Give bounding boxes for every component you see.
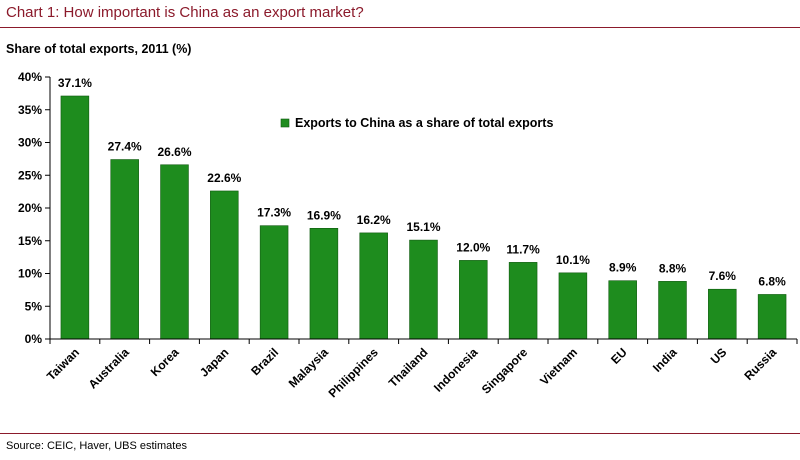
x-tick-label: Indonesia [431,345,481,395]
y-axis-label: Share of total exports, 2011 (%) [6,42,192,56]
x-tick-label: Singapore [479,345,531,397]
top-divider [0,27,800,28]
y-tick-label: 35% [18,103,42,117]
bar [708,288,737,340]
x-tick-label: Thailand [386,345,431,390]
bar [160,164,189,340]
x-tick-label: Malaysia [286,345,332,391]
data-labels: 37.1% 27.4% 26.6% 22.6% 17.3% 16.9% 16.2% 15.1%… [58,76,786,288]
data-label: 16.2% [357,213,391,227]
data-label: 37.1% [58,76,92,90]
data-label: 15.1% [406,220,440,234]
legend-swatch [280,118,290,128]
y-tick-label: 0% [25,332,43,346]
x-tick-label: India [650,345,680,375]
y-axis: 0% 5% 10% 15% 20% 25% 30% 35% 40% [18,70,51,346]
data-label: 10.1% [556,253,590,267]
data-label: 11.7% [506,242,540,256]
data-label: 7.6% [709,269,737,283]
bar [309,228,339,340]
data-label: 22.6% [207,171,241,185]
y-tick-label: 5% [25,299,43,313]
data-label: 12.0% [456,240,490,254]
x-tick-label: Russia [741,345,779,383]
data-label: 26.6% [157,145,191,159]
x-tick-label: US [708,345,730,367]
y-tick-label: 25% [18,168,42,182]
y-tick-label: 20% [18,201,42,215]
data-label: 27.4% [108,140,142,154]
x-tick-label: Korea [148,345,182,379]
bar [508,262,538,340]
bars [60,95,787,340]
source-note: Source: CEIC, Haver, UBS estimates [6,440,187,452]
data-label: 8.9% [609,261,637,275]
chart-title: Chart 1: How important is China as an ex… [6,4,364,21]
data-label: 8.8% [659,261,687,275]
bar [608,280,637,340]
bar-chart: 0% 5% 10% 15% 20% 25% 30% 35% 40% 37.1% 27.4% 26.6… [18,70,798,400]
y-tick-label: 10% [18,267,42,281]
x-tick-label: Australia [86,345,132,391]
bar [757,294,787,340]
bar [558,272,588,340]
bottom-divider [0,433,800,434]
x-tick-label: Vietnam [537,345,580,388]
x-tick-label: Japan [197,345,231,379]
x-tick-label: Philippines [326,345,381,400]
x-tick-label: EU [608,345,630,367]
y-tick-label: 15% [18,234,42,248]
legend: Exports to China as a share of total exp… [280,116,553,130]
bar [459,260,488,340]
bar [60,95,90,340]
bar [409,239,438,340]
data-label: 16.9% [307,208,341,222]
bar [359,232,388,340]
bar [110,159,139,340]
x-axis: Taiwan Australia Korea Japan Brazil MalaysiaP… [44,338,798,400]
bar [259,225,289,340]
x-tick-label: Brazil [248,345,281,378]
y-tick-label: 30% [18,136,42,150]
legend-label: Exports to China as a share of total exp… [295,116,553,130]
data-label: 17.3% [257,206,291,220]
data-label: 6.8% [758,274,786,288]
bar [658,281,687,340]
x-tick-label: Taiwan [44,345,82,383]
y-tick-label: 40% [18,70,42,84]
bar [210,190,239,340]
